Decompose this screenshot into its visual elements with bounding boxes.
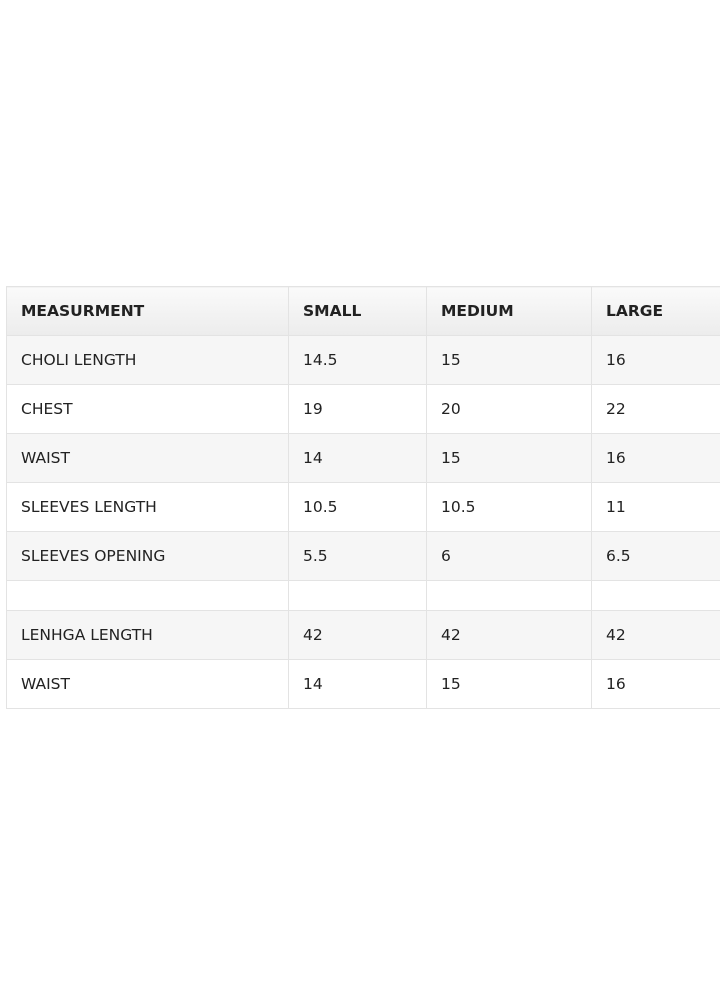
table-row: SLEEVES LENGTH 10.5 10.5 11: [6, 482, 720, 532]
cell: 5.5: [288, 531, 427, 581]
empty-cell: [591, 580, 720, 611]
cell: 6: [426, 531, 592, 581]
cell: 42: [591, 610, 720, 660]
header-cell: MEASURMENT: [6, 286, 289, 336]
cell: 16: [591, 335, 720, 385]
cell: 16: [591, 433, 720, 483]
table-row: LENHGA LENGTH 42 42 42: [6, 610, 720, 660]
table-row: SLEEVES OPENING 5.5 6 6.5: [6, 531, 720, 581]
row-label: SLEEVES LENGTH: [6, 482, 289, 532]
cell: 11: [591, 482, 720, 532]
row-label: WAIST: [6, 433, 289, 483]
cell: 14: [288, 659, 427, 709]
table-row: WAIST 14 15 16: [6, 659, 720, 709]
row-label: LENHGA LENGTH: [6, 610, 289, 660]
cell: 20: [426, 384, 592, 434]
table-row: CHEST 19 20 22: [6, 384, 720, 434]
cell: 6.5: [591, 531, 720, 581]
table-row: CHOLI LENGTH 14.5 15 16: [6, 335, 720, 385]
header-cell: SMALL: [288, 286, 427, 336]
cell: 15: [426, 659, 592, 709]
row-label: WAIST: [6, 659, 289, 709]
size-table: MEASURMENT SMALL MEDIUM LARGE CHOLI LENGTH 1…: [6, 286, 720, 709]
cell: 42: [426, 610, 592, 660]
row-label: CHEST: [6, 384, 289, 434]
cell: 15: [426, 335, 592, 385]
spacer-row: [6, 580, 720, 611]
row-label: CHOLI LENGTH: [6, 335, 289, 385]
empty-cell: [288, 580, 427, 611]
empty-cell: [426, 580, 592, 611]
cell: 19: [288, 384, 427, 434]
empty-cell: [6, 580, 289, 611]
cell: 22: [591, 384, 720, 434]
size-chart: MEASURMENT SMALL MEDIUM LARGE CHOLI LENGTH 1…: [6, 286, 720, 709]
header-cell: LARGE: [591, 286, 720, 336]
cell: 15: [426, 433, 592, 483]
row-label: SLEEVES OPENING: [6, 531, 289, 581]
table-row: WAIST 14 15 16: [6, 433, 720, 483]
cell: 14.5: [288, 335, 427, 385]
header-row: MEASURMENT SMALL MEDIUM LARGE: [6, 286, 720, 336]
cell: 16: [591, 659, 720, 709]
header-cell: MEDIUM: [426, 286, 592, 336]
cell: 10.5: [426, 482, 592, 532]
cell: 14: [288, 433, 427, 483]
cell: 42: [288, 610, 427, 660]
cell: 10.5: [288, 482, 427, 532]
